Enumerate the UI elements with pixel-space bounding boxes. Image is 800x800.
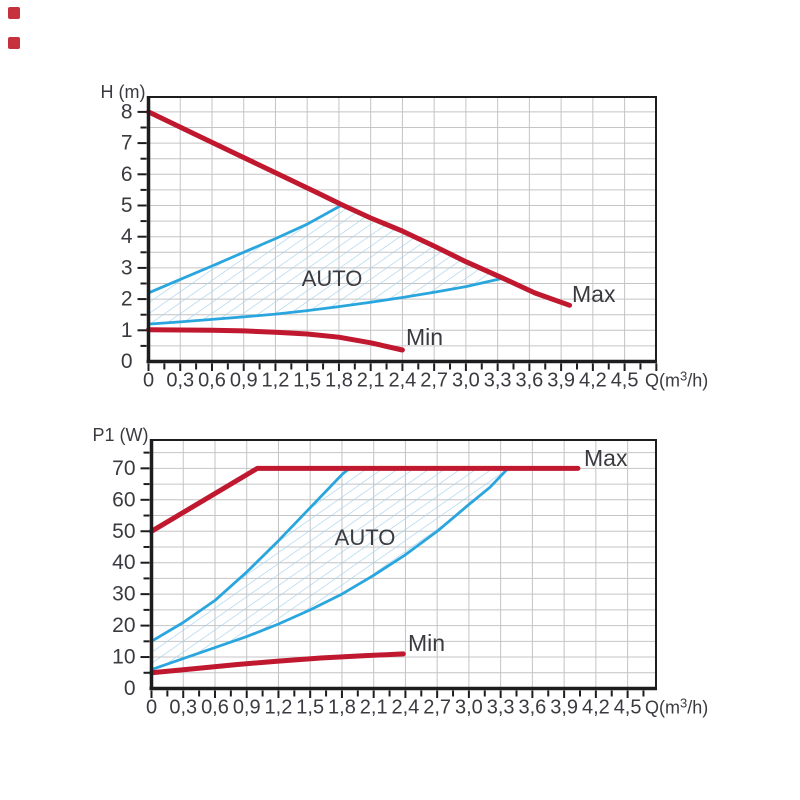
x-tick-label: 2,1 (360, 697, 388, 719)
y-tick-label: 8 (121, 100, 133, 123)
auto-lower-curve (150, 467, 510, 671)
y-tick-label: 40 (112, 551, 135, 574)
tick-marks (140, 451, 645, 698)
x-tick-label: 1,2 (262, 370, 290, 392)
auto-upper-curve (147, 203, 344, 295)
x-tick-label: 2,1 (357, 370, 385, 392)
x-tick-label: 1,5 (293, 370, 321, 392)
x-tick-label: 4,2 (579, 370, 607, 392)
x-tick-label: 3,0 (455, 697, 483, 719)
x-tick-label: 3,3 (484, 370, 512, 392)
auto-lower-curve (147, 276, 505, 326)
x-tick-label: 2,7 (420, 370, 448, 392)
x-tick-label: 2,4 (392, 697, 420, 719)
max-curve (146, 109, 573, 308)
min-label: Min (408, 630, 445, 656)
x-tick-label: 1,8 (325, 370, 353, 392)
power-curve-chart: 0 0,3 0,6 0,9 1,2 1,5 1,8 2,1 2,4 2,7 3,0 3,3 3,6 3,9… (93, 425, 709, 719)
x-tick-label: 0,6 (201, 697, 229, 719)
y-tick-label: 30 (112, 583, 135, 606)
x-tick-label: 0 (146, 697, 157, 719)
auto-region (151, 468, 508, 670)
x-tick-label: 0 (143, 370, 154, 392)
y-tick-label: 0 (121, 350, 133, 373)
x-tick-label: 4,2 (582, 697, 610, 719)
x-tick-label: 3,0 (452, 370, 480, 392)
y-axis-title: P1 (W) (93, 425, 149, 445)
auto-region (148, 204, 503, 325)
x-tick-label: 1,5 (296, 697, 324, 719)
x-tick-label: 3,9 (550, 697, 578, 719)
x-tick-label: 4,5 (611, 370, 639, 392)
y-tick-label: 3 (121, 256, 133, 279)
auto-label: AUTO (335, 525, 396, 550)
x-tick-label: 3,9 (547, 370, 575, 392)
x-tick-label: 0,3 (169, 697, 197, 719)
x-axis-title: Q(m3/h) (645, 369, 708, 391)
max-label: Max (572, 281, 616, 307)
x-tick-label: 0,9 (230, 370, 258, 392)
max-label: Max (584, 445, 628, 471)
min-label: Min (406, 324, 443, 350)
y-tick-label: 1 (121, 319, 133, 342)
x-tick-label: 4,5 (614, 697, 642, 719)
x-tick-label: 3,6 (518, 697, 546, 719)
x-tick-label: 3,3 (487, 697, 515, 719)
x-tick-label: 2,4 (389, 370, 417, 392)
y-tick-label: 60 (112, 488, 135, 511)
x-tick-label: 0,9 (233, 697, 261, 719)
red-marker-icon (8, 7, 20, 19)
y-tick-label: 6 (121, 163, 133, 186)
auto-upper-curve (150, 467, 351, 643)
tick-marks (137, 110, 658, 371)
x-tick-label: 0,3 (166, 370, 194, 392)
tick-labels: 0 0,3 0,6 0,9 1,2 1,5 1,8 2,1 2,4 2,7 3,0 3,3 3,6 3,9… (112, 457, 641, 719)
y-tick-label: 5 (121, 194, 133, 217)
y-tick-label: 4 (121, 225, 133, 248)
tick-labels: 0 0,3 0,6 0,9 1,2 1,5 1,8 2,1 2,4 2,7 3,0 3,3 3,6 3,9… (121, 100, 639, 391)
y-tick-label: 0 (124, 677, 136, 700)
max-curve (149, 465, 581, 534)
x-axis-title: Q(m3/h) (645, 696, 708, 718)
min-curve (146, 327, 405, 353)
red-marker-icon (8, 37, 20, 49)
min-curve (149, 651, 406, 676)
x-tick-label: 0,6 (198, 370, 226, 392)
y-axis-title: H (m) (101, 82, 146, 102)
head-curve-chart: 0 0,3 0,6 0,9 1,2 1,5 1,8 2,1 2,4 2,7 3,0 3,3 3,6 3,9… (101, 82, 709, 392)
y-tick-label: 10 (112, 646, 135, 669)
x-tick-label: 1,8 (328, 697, 356, 719)
y-tick-label: 2 (121, 288, 133, 311)
x-tick-label: 3,6 (515, 370, 543, 392)
x-tick-label: 2,7 (423, 697, 451, 719)
y-tick-label: 7 (121, 132, 133, 155)
x-tick-label: 1,2 (265, 697, 293, 719)
y-tick-label: 50 (112, 520, 135, 543)
y-tick-label: 20 (112, 614, 135, 637)
auto-label: AUTO (302, 266, 363, 291)
y-tick-label: 70 (112, 457, 135, 480)
